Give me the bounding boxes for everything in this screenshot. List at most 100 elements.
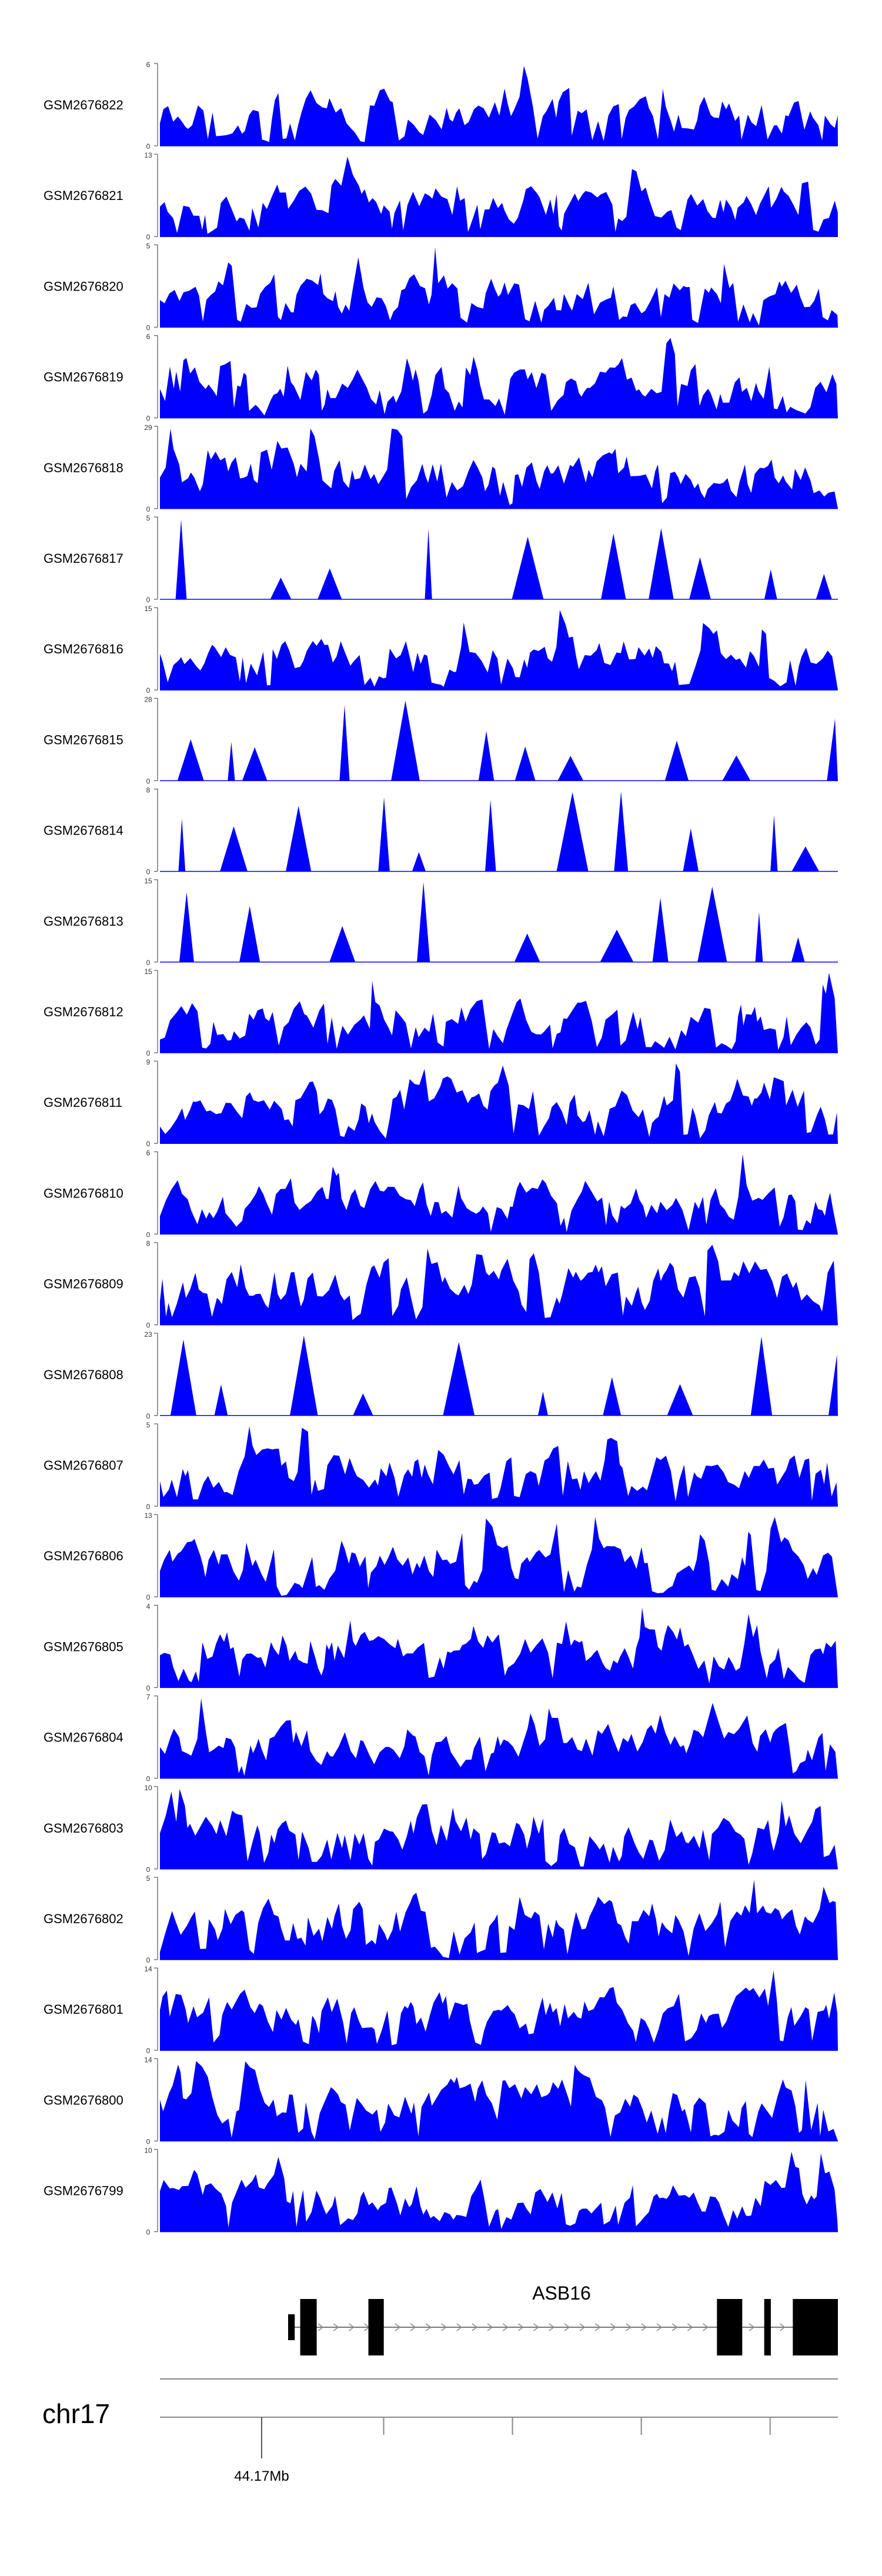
y-max-label: 8: [146, 786, 151, 795]
y-max-label: 4: [146, 1602, 151, 1610]
axis-tick-label: 44.17Mb: [234, 2468, 289, 2484]
strand-arrow: [425, 2323, 432, 2331]
coverage-area: [160, 610, 838, 690]
coverage-area: [160, 973, 838, 1053]
coverage-area: [160, 1880, 838, 1960]
track-label: GSM2676806: [44, 1549, 123, 1563]
strand-arrow: [410, 2323, 416, 2331]
strand-arrow: [533, 2323, 539, 2331]
track-GSM2676805: GSM2676805 4 0: [44, 1602, 838, 1692]
strand-arrow: [641, 2323, 647, 2331]
track-label: GSM2676822: [44, 98, 123, 112]
y-min-label: 0: [146, 868, 151, 876]
y-min-label: 0: [146, 686, 151, 695]
strand-arrow: [579, 2323, 586, 2331]
strand-arrow: [318, 2323, 324, 2331]
y-min-label: 0: [146, 1322, 151, 1330]
y-max-label: 29: [144, 423, 152, 432]
y-max-label: 28: [144, 695, 152, 703]
y-max-label: 6: [146, 1149, 151, 1157]
y-min-label: 0: [146, 777, 151, 785]
track-GSM2676813: GSM2676813 15 0: [44, 877, 838, 967]
y-max-label: 15: [144, 605, 152, 613]
y-min-label: 0: [146, 142, 151, 151]
track-GSM2676816: GSM2676816 15 0: [44, 605, 838, 695]
strand-arrow: [780, 2323, 786, 2331]
coverage-area: [160, 1335, 838, 1416]
strand-arrow: [671, 2323, 678, 2331]
exon-block: [717, 2299, 743, 2355]
strand-arrow: [687, 2323, 693, 2331]
y-min-label: 0: [146, 415, 151, 423]
y-min-label: 0: [146, 233, 151, 241]
track-label: GSM2676812: [44, 1005, 123, 1019]
track-GSM2676800: GSM2676800 14 0: [44, 2056, 838, 2145]
strand-arrow: [564, 2323, 570, 2331]
gene-name-label: ASB16: [532, 2283, 591, 2304]
strand-arrow: [656, 2323, 663, 2331]
track-GSM2676804: GSM2676804 7 0: [44, 1693, 838, 1783]
coverage-area: [160, 700, 838, 781]
track-label: GSM2676817: [44, 551, 123, 566]
track-GSM2676801: GSM2676801 14 0: [44, 1965, 838, 2055]
coverage-area: [160, 791, 838, 872]
y-max-label: 5: [146, 1421, 151, 1429]
strand-arrow: [456, 2323, 462, 2331]
track-GSM2676822: GSM2676822 6 0: [44, 61, 838, 151]
track-GSM2676808: GSM2676808 23 0: [44, 1330, 838, 1420]
coverage-area: [160, 1788, 838, 1869]
y-max-label: 5: [146, 242, 151, 250]
coverage-area: [160, 519, 838, 599]
track-GSM2676815: GSM2676815 28 0: [44, 695, 838, 785]
y-min-label: 0: [146, 959, 151, 967]
coverage-area: [160, 1426, 838, 1506]
y-min-label: 0: [146, 1503, 151, 1511]
coverage-area: [160, 2061, 838, 2141]
track-GSM2676819: GSM2676819 6 0: [44, 333, 838, 423]
track-GSM2676818: GSM2676818 29 0: [44, 423, 838, 513]
track-label: GSM2676805: [44, 1639, 123, 1654]
strand-arrow: [441, 2323, 447, 2331]
track-GSM2676803: GSM2676803 10 0: [44, 1784, 838, 1874]
strand-arrow: [487, 2323, 493, 2331]
coverage-area: [160, 1517, 838, 1597]
y-max-label: 6: [146, 333, 151, 341]
coverage-area: [160, 66, 838, 146]
y-max-label: 23: [144, 1330, 152, 1339]
track-label: GSM2676820: [44, 279, 123, 293]
track-label: GSM2676810: [44, 1186, 123, 1200]
coverage-area: [160, 1244, 838, 1325]
track-label: GSM2676818: [44, 461, 123, 475]
coverage-area: [160, 882, 838, 962]
exon-block: [368, 2299, 384, 2355]
coverage-tracks: GSM267682260GSM2676821130GSM267682050GSM…: [44, 61, 838, 2237]
strand-arrow: [549, 2323, 555, 2331]
y-min-label: 0: [146, 2228, 151, 2237]
y-max-label: 9: [146, 1058, 151, 1066]
coverage-area: [160, 1970, 838, 2051]
coverage-area: [160, 1063, 838, 1144]
coverage-area: [160, 1607, 838, 1688]
track-label: GSM2676807: [44, 1458, 123, 1473]
strand-arrow: [349, 2323, 355, 2331]
coverage-area: [160, 428, 838, 509]
coverage-area: [160, 2151, 838, 2232]
y-max-label: 10: [144, 2147, 152, 2155]
y-max-label: 15: [144, 877, 152, 885]
track-GSM2676810: GSM2676810 6 0: [44, 1149, 838, 1239]
y-min-label: 0: [146, 1866, 151, 1874]
coverage-area: [160, 247, 838, 328]
exon-block: [288, 2314, 295, 2340]
track-GSM2676821: GSM2676821 13 0: [44, 151, 838, 241]
y-max-label: 7: [146, 1693, 151, 1701]
y-max-label: 14: [144, 1965, 152, 1973]
track-GSM2676817: GSM2676817 5 0: [44, 514, 838, 604]
track-GSM2676807: GSM2676807 5 0: [44, 1421, 838, 1511]
track-GSM2676799: GSM2676799 10 0: [44, 2147, 838, 2237]
track-label: GSM2676799: [44, 2184, 123, 2198]
track-label: GSM2676802: [44, 1911, 123, 1926]
genome-axis-track: chr17 44.17Mb: [42, 2378, 838, 2484]
y-min-label: 0: [146, 1230, 151, 1239]
y-min-label: 0: [146, 2137, 151, 2145]
strand-arrow: [626, 2323, 632, 2331]
